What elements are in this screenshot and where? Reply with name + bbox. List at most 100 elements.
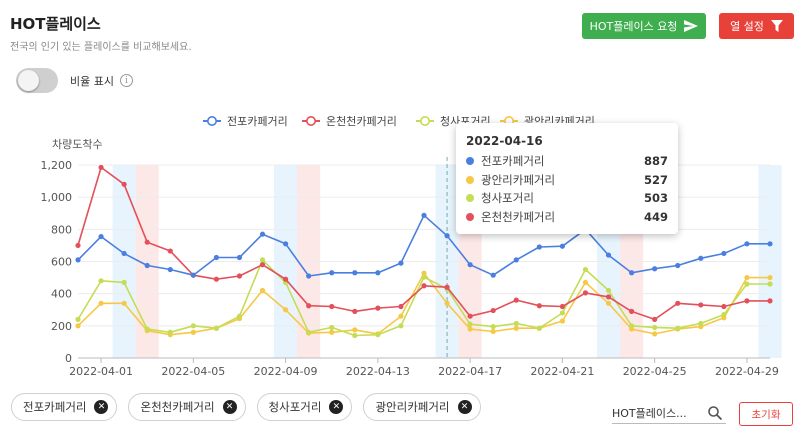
search-icon[interactable] bbox=[708, 405, 722, 420]
data-point bbox=[467, 262, 473, 268]
y-tick-label: 1,200 bbox=[41, 159, 73, 172]
data-point bbox=[352, 332, 358, 339]
data-point bbox=[283, 307, 289, 313]
data-point bbox=[144, 326, 150, 332]
data-point bbox=[605, 252, 612, 258]
data-point bbox=[352, 327, 358, 333]
tooltip-series-value: 449 bbox=[643, 209, 668, 224]
page-subtitle: 전국의 인기 있는 플레이스를 비교해보세요. bbox=[10, 42, 192, 53]
tooltip-series-value: 503 bbox=[643, 191, 668, 206]
tooltip-series-name: 청사포거리 bbox=[481, 191, 534, 206]
data-point bbox=[582, 290, 589, 296]
data-point bbox=[329, 324, 335, 331]
arrival-line-chart: 0 200 400 600 800 1,000 1,200 차량도착수 2022-04-01 20… bbox=[41, 114, 782, 378]
data-point bbox=[652, 331, 658, 337]
data-point bbox=[721, 311, 727, 318]
data-point bbox=[98, 233, 104, 240]
tooltip-series-value: 527 bbox=[643, 172, 668, 187]
request-button-label: HOT플레이스 요청 bbox=[589, 20, 678, 33]
toggle-knob bbox=[18, 70, 39, 91]
data-point bbox=[329, 303, 335, 310]
legend-label: 전포카페거리 bbox=[227, 115, 288, 128]
data-point bbox=[744, 298, 750, 304]
close-icon[interactable]: ✕ bbox=[329, 400, 344, 414]
data-point bbox=[698, 320, 704, 327]
close-icon[interactable]: ✕ bbox=[457, 400, 472, 414]
hotplace-request-button[interactable]: HOT플레이스 요청 bbox=[582, 13, 706, 39]
data-point bbox=[121, 250, 127, 257]
info-icon[interactable]: i bbox=[119, 74, 133, 87]
data-point bbox=[467, 326, 473, 332]
data-point bbox=[721, 303, 727, 310]
data-point bbox=[721, 250, 727, 257]
legend-label: 온천천카페거리 bbox=[326, 114, 397, 128]
data-point bbox=[259, 257, 266, 263]
data-point bbox=[75, 323, 81, 329]
data-point bbox=[375, 305, 381, 311]
data-point bbox=[167, 248, 173, 254]
place-chip-label: 온천천카페거리 bbox=[140, 400, 215, 414]
data-point bbox=[421, 270, 427, 276]
data-point bbox=[536, 303, 542, 309]
column-settings-button[interactable]: 열 설정 bbox=[719, 13, 794, 39]
legend-swatch-marker bbox=[207, 115, 218, 126]
place-chip-label: 청사포거리 bbox=[268, 400, 322, 414]
x-tick-label: 2022-04-13 bbox=[346, 365, 410, 378]
ratio-toggle-label: 비율 표시 bbox=[70, 74, 114, 88]
tooltip-row: 청사포거리 503 bbox=[466, 189, 668, 208]
tooltip-row: 광안리카페거리 527 bbox=[466, 171, 668, 190]
data-point bbox=[652, 324, 658, 331]
tooltip-row: 온천천카페거리 449 bbox=[466, 208, 668, 227]
data-point bbox=[190, 323, 196, 329]
data-point bbox=[490, 328, 496, 335]
close-icon[interactable]: ✕ bbox=[222, 400, 237, 414]
data-point bbox=[75, 257, 81, 263]
tooltip-row: 전포카페거리 887 bbox=[466, 152, 668, 171]
data-point bbox=[306, 303, 312, 309]
data-point bbox=[582, 266, 589, 273]
data-point bbox=[75, 242, 81, 249]
data-point bbox=[536, 244, 542, 250]
data-point bbox=[236, 254, 243, 261]
data-point bbox=[490, 324, 496, 330]
data-point bbox=[698, 302, 704, 308]
data-point bbox=[629, 308, 635, 314]
data-point bbox=[329, 270, 335, 276]
data-point bbox=[306, 329, 312, 335]
data-point bbox=[675, 325, 681, 331]
data-point bbox=[744, 241, 750, 247]
filter-icon bbox=[770, 20, 783, 32]
place-chip: 청사포거리 ✕ bbox=[256, 393, 353, 421]
data-point bbox=[121, 279, 127, 286]
search-input[interactable] bbox=[612, 406, 702, 419]
data-point bbox=[582, 279, 589, 286]
data-point bbox=[698, 255, 704, 261]
data-point bbox=[559, 310, 566, 316]
data-point bbox=[398, 303, 404, 310]
data-point bbox=[259, 287, 266, 294]
tooltip-series-value: 887 bbox=[643, 154, 668, 169]
x-tick-label: 2022-04-01 bbox=[69, 365, 133, 378]
data-point bbox=[513, 257, 519, 263]
y-tick-label: 600 bbox=[51, 256, 72, 269]
selected-places: 전포카페거리 ✕ 온천천카페거리 ✕ 청사포거리 ✕ 광안리카페거리 ✕ bbox=[11, 393, 481, 421]
data-point bbox=[444, 233, 450, 239]
data-point bbox=[398, 260, 404, 266]
data-point bbox=[536, 325, 542, 331]
data-point bbox=[283, 276, 289, 282]
data-point bbox=[444, 284, 450, 290]
data-point bbox=[767, 241, 773, 247]
chart-tooltip: 2022-04-16 전포카페거리 887 광안리카페거리 527 청사포거리 … bbox=[456, 123, 678, 234]
x-tick-label: 2022-04-17 bbox=[438, 365, 502, 378]
x-tick-label: 2022-04-25 bbox=[623, 365, 687, 378]
data-point bbox=[652, 316, 658, 322]
data-point bbox=[144, 262, 150, 269]
data-point bbox=[767, 298, 773, 304]
data-point bbox=[629, 323, 635, 329]
data-point bbox=[490, 307, 496, 314]
ratio-toggle[interactable] bbox=[16, 68, 58, 93]
close-icon[interactable]: ✕ bbox=[94, 400, 109, 414]
reset-button[interactable]: 초기화 bbox=[739, 402, 793, 426]
data-point bbox=[167, 266, 173, 273]
data-point bbox=[306, 273, 312, 279]
